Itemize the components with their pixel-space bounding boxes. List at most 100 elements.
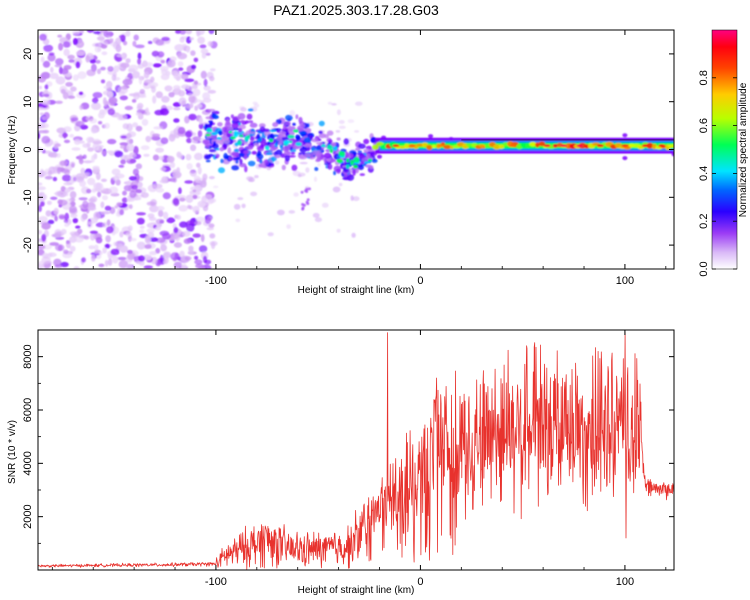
heatmap-cell (127, 252, 135, 260)
heatmap-cell (205, 145, 210, 149)
heatmap-cell (203, 85, 211, 91)
heatmap-cell (69, 245, 76, 252)
heatmap-cell (216, 137, 222, 140)
heatmap-cell (305, 167, 310, 173)
heatmap-cell (332, 142, 336, 148)
heatmap-cell (204, 259, 212, 265)
heatmap-cell (102, 195, 108, 201)
heatmap-cell (359, 173, 365, 176)
heatmap-cell (367, 158, 373, 162)
heatmap-cell (316, 145, 322, 151)
heatmap-cell (248, 179, 255, 182)
heatmap-cell (71, 147, 81, 151)
heatmap-cell (54, 264, 63, 269)
heatmap-cell (240, 120, 246, 123)
heatmap-cell (245, 145, 254, 150)
colorbar-gradient (711, 29, 738, 270)
heatmap-cell (197, 166, 202, 175)
heatmap-cell (408, 144, 416, 148)
heatmap-cell (179, 221, 188, 228)
heatmap-cell (124, 105, 133, 111)
heatmap-cell (102, 247, 107, 254)
heatmap-cell (295, 134, 301, 140)
heatmap-cell (119, 95, 128, 101)
heatmap-cell (321, 144, 326, 148)
heatmap-cell (219, 147, 224, 152)
heatmap-cell (92, 97, 99, 104)
heatmap-cell (50, 67, 54, 73)
heatmap-cell (312, 212, 320, 218)
heatmap-cell (363, 161, 370, 164)
heatmap-cell (48, 52, 55, 56)
heatmap-cell (64, 169, 71, 176)
heatmap-cell (62, 132, 68, 138)
heatmap-cell (120, 159, 126, 165)
heatmap-cell (101, 178, 107, 182)
heatmap-cell (246, 113, 253, 120)
heatmap-cell (146, 228, 155, 233)
heatmap-cell (622, 133, 628, 138)
heatmap-cell (67, 54, 75, 60)
heatmap-cell (181, 84, 190, 90)
heatmap-cell (133, 145, 139, 154)
heatmap-cell (318, 130, 323, 134)
heatmap-cell (122, 190, 127, 196)
heatmap-cell (207, 89, 217, 94)
heatmap-cell (297, 125, 305, 132)
heatmap-cell (269, 129, 277, 133)
heatmap-cell (122, 78, 133, 86)
heatmap-cell (168, 133, 176, 142)
heatmap-cell (121, 52, 127, 60)
heatmap-cell (38, 75, 47, 83)
heatmap-cell (209, 75, 215, 82)
heatmap-cell (56, 166, 62, 175)
heatmap-cell (333, 146, 338, 151)
heatmap-cell (72, 38, 78, 46)
heatmap-cell (244, 165, 248, 173)
heatmap-cell (75, 120, 85, 127)
heatmap-cell (259, 159, 263, 164)
heatmap-cell (381, 135, 387, 140)
heatmap-cell (268, 144, 275, 148)
heatmap-cell (126, 180, 131, 186)
snr-y-tick-label: 6000 (22, 398, 34, 422)
heatmap-cell (45, 210, 52, 217)
heatmap-cell (287, 134, 295, 139)
heatmap-cell (186, 163, 193, 170)
heatmap-cell (53, 207, 59, 215)
heatmap-cell (209, 233, 216, 239)
heatmap-cell (140, 192, 149, 199)
heatmap-cell (199, 44, 207, 49)
heatmap-cell (106, 226, 114, 234)
heatmap-cell (57, 245, 63, 251)
heatmap-cell (193, 80, 198, 85)
heatmap-cell (39, 33, 47, 41)
heatmap-cell (249, 122, 258, 128)
heatmap-cell (321, 202, 329, 208)
heatmap-cell (426, 144, 433, 151)
heatmap-cell (91, 155, 95, 163)
heatmap-cell (198, 122, 204, 130)
heatmap-cell (289, 110, 296, 117)
heatmap-cell (267, 133, 275, 141)
heatmap-cell (74, 139, 81, 145)
heatmap-cell (107, 108, 116, 116)
heatmap-cell (596, 144, 604, 148)
heatmap-cell (56, 153, 61, 158)
heatmap-cell (107, 258, 113, 266)
heatmap-cell (253, 103, 260, 108)
heatmap-cell (621, 144, 629, 148)
heatmap-cell (69, 231, 79, 236)
heatmap-cell (181, 263, 187, 269)
heatmap-cell (100, 201, 105, 209)
heatmap-cell (309, 152, 314, 159)
heatmap-cell (118, 260, 129, 269)
heatmap-cell (78, 39, 83, 46)
heatmap-cell (248, 120, 254, 124)
heatmap-cell (190, 50, 196, 56)
heatmap-cell (244, 135, 248, 142)
heatmap-cell (237, 140, 242, 146)
heatmap-cell (83, 160, 93, 164)
heatmap-cell (47, 219, 55, 225)
